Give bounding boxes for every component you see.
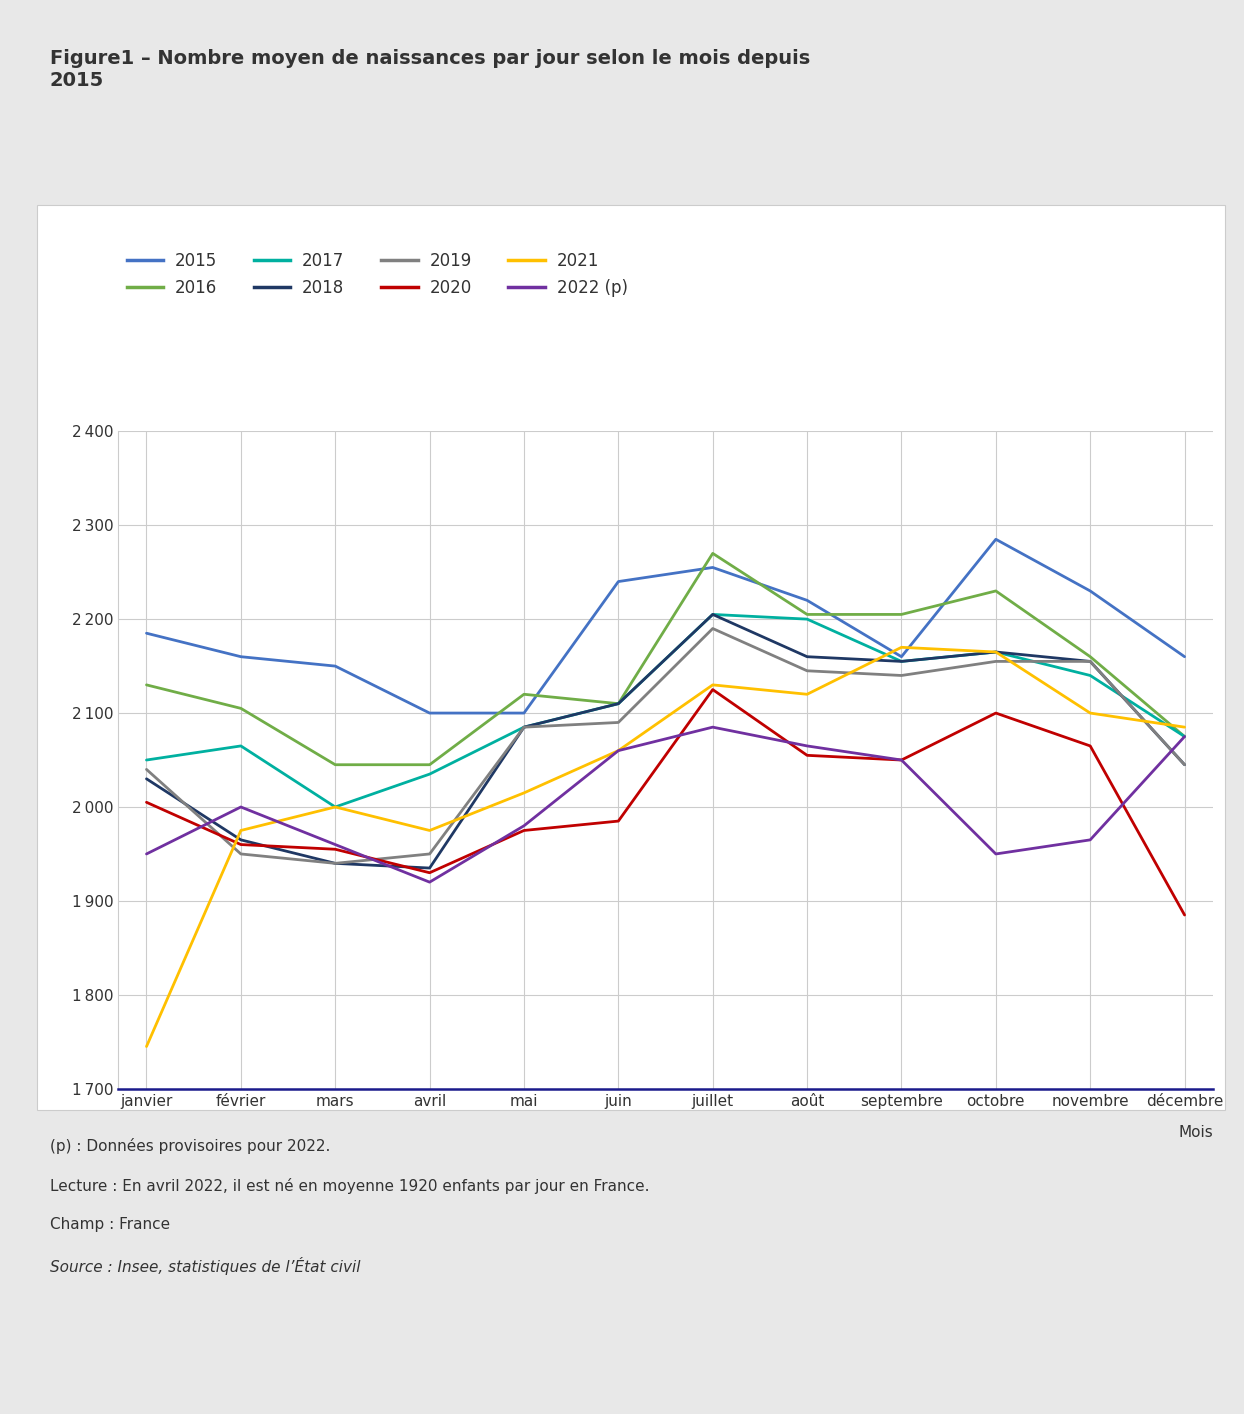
Text: Mois: Mois [1178,1126,1213,1140]
Text: Champ : France: Champ : France [50,1217,170,1233]
Text: Figure1 – Nombre moyen de naissances par jour selon le mois depuis
2015: Figure1 – Nombre moyen de naissances par… [50,49,810,90]
Text: Lecture : En avril 2022, il est né en moyenne 1920 enfants par jour en France.: Lecture : En avril 2022, il est né en mo… [50,1178,649,1193]
Text: (p) : Données provisoires pour 2022.: (p) : Données provisoires pour 2022. [50,1138,330,1154]
Legend: 2015, 2016, 2017, 2018, 2019, 2020, 2021, 2022 (p): 2015, 2016, 2017, 2018, 2019, 2020, 2021… [127,252,627,297]
Text: Source : Insee, statistiques de l’État civil: Source : Insee, statistiques de l’État c… [50,1257,361,1275]
